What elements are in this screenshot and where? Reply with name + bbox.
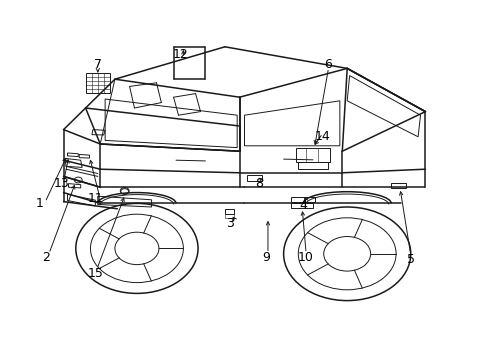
Text: 1: 1 — [35, 197, 43, 210]
Text: 10: 10 — [297, 251, 313, 264]
Text: 11: 11 — [87, 192, 103, 204]
Text: 14: 14 — [314, 130, 330, 143]
Text: 5: 5 — [406, 253, 414, 266]
Text: 13: 13 — [53, 177, 69, 190]
Text: 3: 3 — [225, 217, 233, 230]
Text: 2: 2 — [42, 251, 50, 264]
Text: 15: 15 — [87, 267, 103, 280]
Text: 4: 4 — [299, 199, 306, 212]
Text: 12: 12 — [173, 48, 188, 60]
Bar — [86, 73, 109, 93]
Text: 6: 6 — [323, 58, 331, 71]
Text: 8: 8 — [255, 177, 263, 190]
Text: 7: 7 — [94, 58, 102, 71]
Text: 9: 9 — [262, 251, 270, 264]
